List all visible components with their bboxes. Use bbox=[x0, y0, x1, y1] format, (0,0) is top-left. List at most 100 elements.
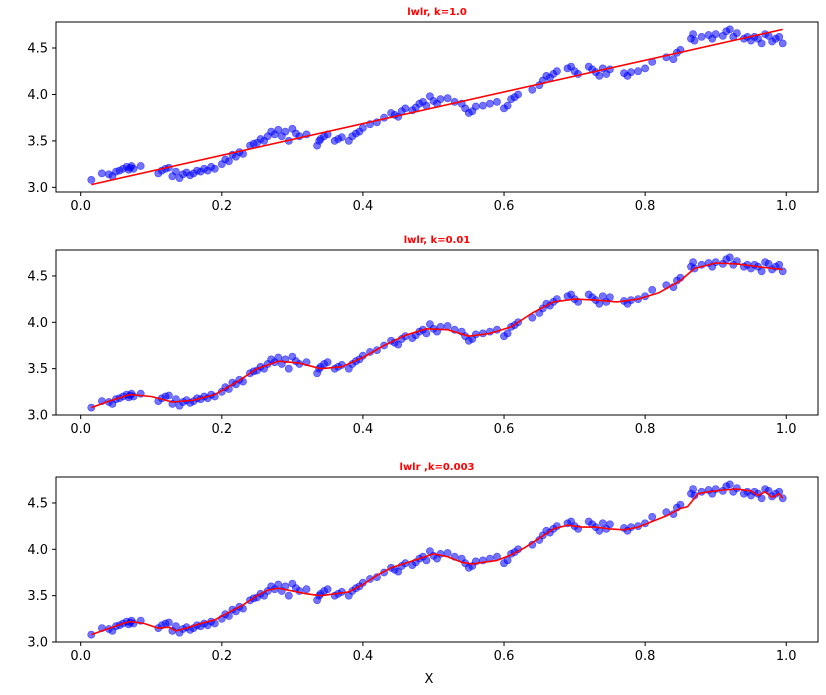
data-point bbox=[757, 39, 766, 48]
data-point bbox=[323, 358, 332, 367]
y-tick-label: 3.0 bbox=[27, 636, 48, 651]
data-point bbox=[422, 329, 431, 338]
data-point bbox=[627, 68, 635, 77]
data-point bbox=[129, 164, 138, 173]
data-point bbox=[284, 364, 293, 373]
y-tick-label: 4.0 bbox=[27, 316, 48, 331]
data-point bbox=[775, 260, 784, 269]
data-point bbox=[775, 487, 784, 496]
y-tick-label: 4.5 bbox=[27, 269, 48, 284]
x-tick-label: 1.0 bbox=[776, 422, 797, 437]
x-tick-label: 0.4 bbox=[353, 649, 374, 664]
axes-frame bbox=[55, 21, 819, 193]
data-point bbox=[606, 520, 614, 529]
data-point bbox=[733, 484, 741, 492]
data-point bbox=[478, 101, 487, 110]
subplot-2: lwlr, k=0.01 0.0 0.2 0.4 0.6 0.8 1.0 3.0 3.5 4.0 4… bbox=[27, 235, 819, 437]
data-point bbox=[164, 618, 173, 627]
data-point bbox=[224, 157, 233, 166]
data-point bbox=[274, 580, 283, 589]
data-point bbox=[302, 585, 311, 594]
data-point bbox=[471, 102, 480, 111]
x-tick-label: 0.8 bbox=[635, 199, 656, 214]
fit-line bbox=[91, 262, 783, 409]
x-tick-label: 0.0 bbox=[70, 199, 91, 214]
x-tick-label: 0.2 bbox=[211, 649, 232, 664]
data-point bbox=[775, 33, 784, 41]
x-tick-label: 1.0 bbox=[776, 649, 797, 664]
data-point bbox=[401, 104, 410, 113]
data-point bbox=[778, 39, 787, 48]
data-point bbox=[553, 67, 561, 76]
data-point bbox=[394, 340, 403, 349]
data-point bbox=[757, 267, 766, 276]
data-point bbox=[648, 285, 657, 294]
fit-line bbox=[91, 488, 784, 636]
data-point bbox=[337, 133, 346, 142]
data-point bbox=[358, 124, 367, 132]
y-tick-label: 4.5 bbox=[27, 42, 48, 57]
data-point bbox=[690, 36, 699, 45]
data-point bbox=[711, 30, 720, 38]
data-point bbox=[528, 85, 537, 94]
data-point bbox=[725, 253, 734, 262]
axes-frame bbox=[55, 249, 819, 416]
axes-frame bbox=[55, 476, 819, 643]
data-point bbox=[689, 258, 697, 266]
data-point bbox=[493, 98, 501, 106]
data-point bbox=[669, 55, 678, 64]
y-tick-label: 4.0 bbox=[27, 543, 48, 558]
data-point bbox=[171, 167, 180, 176]
x-tick-label: 0.0 bbox=[70, 649, 91, 664]
data-point bbox=[171, 622, 180, 631]
data-point bbox=[725, 480, 734, 489]
data-point bbox=[648, 513, 657, 521]
x-tick-label: 0.6 bbox=[494, 649, 515, 664]
data-point bbox=[443, 94, 452, 103]
x-tick-label: 1.0 bbox=[776, 199, 797, 214]
fit-line bbox=[91, 28, 783, 186]
data-point bbox=[98, 169, 106, 178]
subplot-title: lwlr, k=1.0 bbox=[407, 7, 467, 18]
data-point bbox=[606, 293, 614, 302]
data-point bbox=[274, 353, 283, 362]
subplot-title: lwlr ,k=0.003 bbox=[400, 462, 475, 473]
data-point bbox=[757, 494, 766, 503]
y-tick-label: 3.5 bbox=[27, 589, 48, 604]
x-tick-label: 0.8 bbox=[635, 649, 656, 664]
y-tick-label: 4.5 bbox=[27, 496, 48, 511]
subplot-title: lwlr, k=0.01 bbox=[404, 235, 471, 246]
data-point bbox=[503, 329, 512, 338]
y-tick-label: 3.0 bbox=[27, 409, 48, 424]
data-point bbox=[281, 127, 290, 136]
x-tick-label: 0.2 bbox=[211, 199, 232, 214]
data-point bbox=[528, 313, 537, 322]
data-point bbox=[514, 90, 522, 99]
data-point bbox=[725, 25, 734, 34]
y-tick-label: 3.5 bbox=[27, 134, 48, 149]
data-point bbox=[87, 175, 96, 184]
data-point bbox=[136, 162, 145, 170]
data-point bbox=[284, 591, 293, 600]
data-point bbox=[641, 64, 649, 73]
y-tick-label: 3.0 bbox=[27, 181, 48, 196]
subplot-panels: lwlr, k=1.0 0.0 0.2 0.4 0.6 0.8 1.0 3.0 3.5 4.0 4.… bbox=[27, 7, 819, 664]
data-point bbox=[274, 125, 283, 134]
data-point bbox=[733, 29, 741, 37]
data-point bbox=[689, 485, 697, 493]
x-axis-label: X bbox=[425, 672, 434, 687]
data-point bbox=[436, 95, 445, 103]
data-point bbox=[711, 258, 720, 266]
x-tick-label: 0.4 bbox=[353, 422, 374, 437]
data-point bbox=[210, 164, 219, 173]
data-point bbox=[689, 30, 697, 38]
x-tick-label: 0.6 bbox=[494, 422, 515, 437]
y-tick-label: 3.5 bbox=[27, 362, 48, 377]
data-point bbox=[323, 585, 332, 594]
x-tick-label: 0.8 bbox=[635, 422, 656, 437]
subplot-3: lwlr ,k=0.003 0.0 0.2 0.4 0.6 0.8 1.0 3.0 3.5 4.0… bbox=[27, 462, 819, 664]
x-tick-label: 0.0 bbox=[70, 422, 91, 437]
x-tick-label: 0.2 bbox=[211, 422, 232, 437]
